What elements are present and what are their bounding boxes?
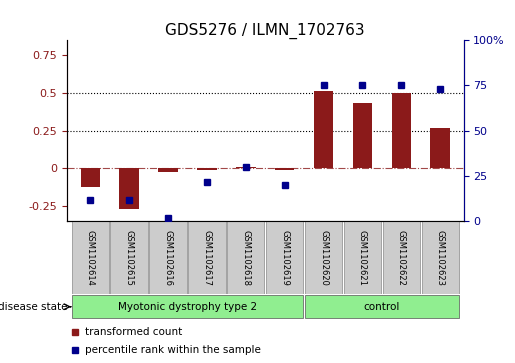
- Bar: [344, 221, 381, 294]
- Bar: [158, 168, 178, 172]
- Bar: [227, 221, 264, 294]
- Text: GSM1102614: GSM1102614: [86, 230, 95, 286]
- Bar: [421, 221, 459, 294]
- Bar: [111, 221, 148, 294]
- Text: GSM1102620: GSM1102620: [319, 230, 328, 286]
- Text: Myotonic dystrophy type 2: Myotonic dystrophy type 2: [118, 302, 257, 312]
- Bar: [188, 221, 226, 294]
- Text: disease state: disease state: [0, 302, 68, 312]
- Text: GSM1102616: GSM1102616: [164, 230, 173, 286]
- Bar: [119, 168, 139, 209]
- Text: GSM1102617: GSM1102617: [202, 230, 212, 286]
- Text: control: control: [364, 302, 400, 312]
- Bar: [305, 221, 342, 294]
- Bar: [383, 221, 420, 294]
- Text: GSM1102615: GSM1102615: [125, 230, 134, 286]
- Bar: [266, 221, 303, 294]
- Title: GDS5276 / ILMN_1702763: GDS5276 / ILMN_1702763: [165, 23, 365, 38]
- Text: transformed count: transformed count: [85, 327, 182, 337]
- Bar: [314, 91, 333, 168]
- Bar: [197, 168, 217, 170]
- Bar: [149, 221, 187, 294]
- Bar: [80, 168, 100, 187]
- Text: GSM1102623: GSM1102623: [436, 230, 444, 286]
- Text: percentile rank within the sample: percentile rank within the sample: [85, 345, 261, 355]
- Bar: [236, 167, 255, 168]
- Text: GSM1102622: GSM1102622: [397, 230, 406, 286]
- Bar: [72, 221, 109, 294]
- Bar: [353, 103, 372, 168]
- Bar: [305, 295, 459, 318]
- Bar: [391, 93, 411, 168]
- Text: GSM1102619: GSM1102619: [280, 230, 289, 286]
- Bar: [72, 295, 303, 318]
- Text: GSM1102618: GSM1102618: [242, 230, 250, 286]
- Bar: [431, 128, 450, 168]
- Text: GSM1102621: GSM1102621: [358, 230, 367, 286]
- Bar: [275, 168, 295, 170]
